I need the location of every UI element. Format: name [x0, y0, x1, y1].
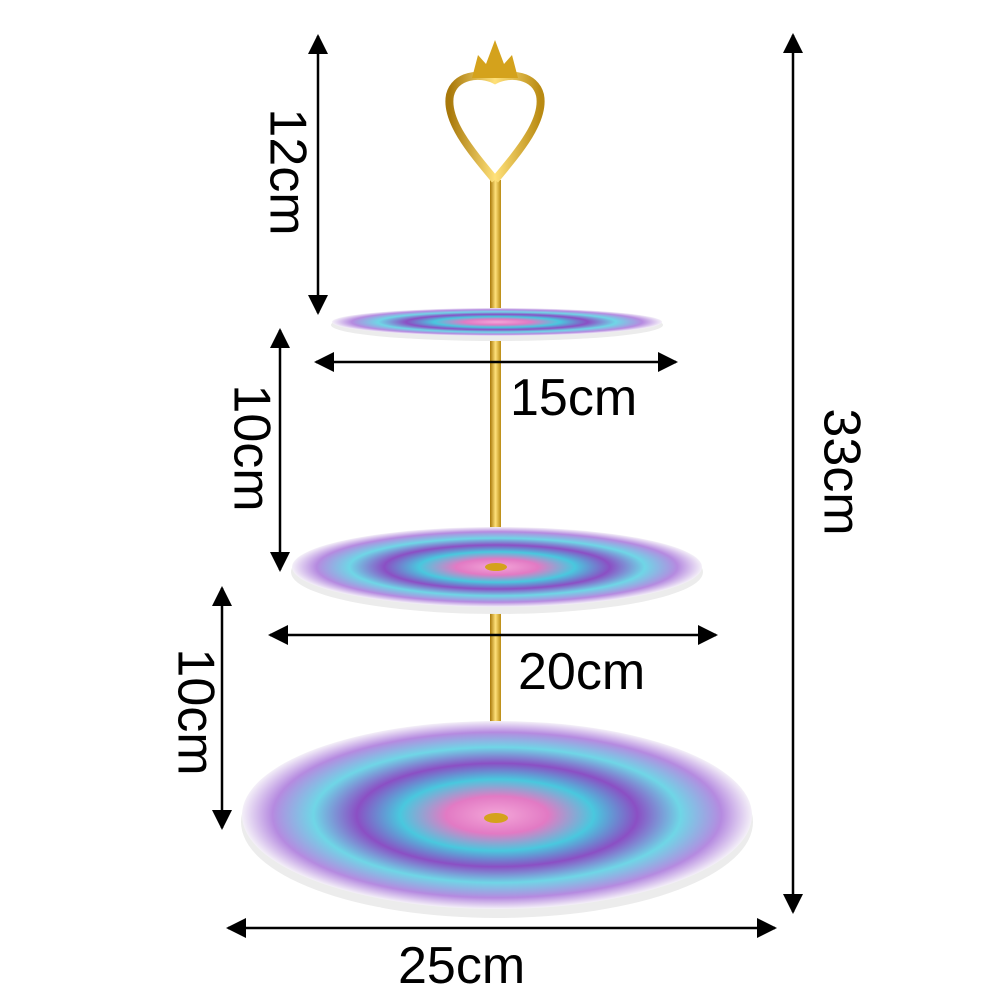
bottom-width-label: 25cm: [398, 937, 526, 995]
top-height-label: 12cm: [258, 108, 317, 236]
gold-rod: [490, 180, 501, 820]
top-tier-plate: [332, 308, 662, 336]
middle-height-label: 10cm: [222, 384, 281, 512]
total-height-label: 33cm: [812, 408, 871, 536]
crown-finial: [472, 40, 518, 78]
bottom-tier-cap: [484, 813, 508, 823]
middle-width-label: 20cm: [518, 643, 646, 701]
middle-tier-cap: [485, 563, 507, 571]
top-width-label: 15cm: [510, 369, 638, 427]
bottom-height-label: 10cm: [166, 648, 225, 776]
gold-handle: [445, 71, 545, 183]
